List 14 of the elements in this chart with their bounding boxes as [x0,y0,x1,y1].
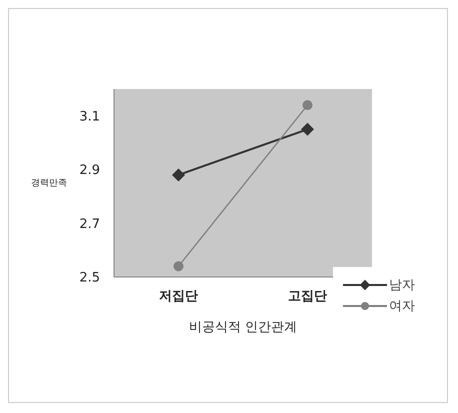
legend-label: 남자 [389,277,415,294]
y-tick-label: 2.5 [79,270,100,286]
point [172,168,185,182]
y-tick-label: 2.9 [79,163,100,178]
point [302,100,312,110]
x-tick-label: 저집단 [159,289,198,304]
legend-label: 여자 [389,298,415,315]
x-tick-label: 고집단 [288,289,327,304]
point [301,122,314,136]
x-axis-title: 비공식적 인간관계 [188,320,298,335]
y-tick-label: 2.7 [79,216,100,232]
y-axis-title: 경력만족 [31,178,67,188]
y-tick-label: 3.1 [79,109,100,124]
point [174,261,184,272]
